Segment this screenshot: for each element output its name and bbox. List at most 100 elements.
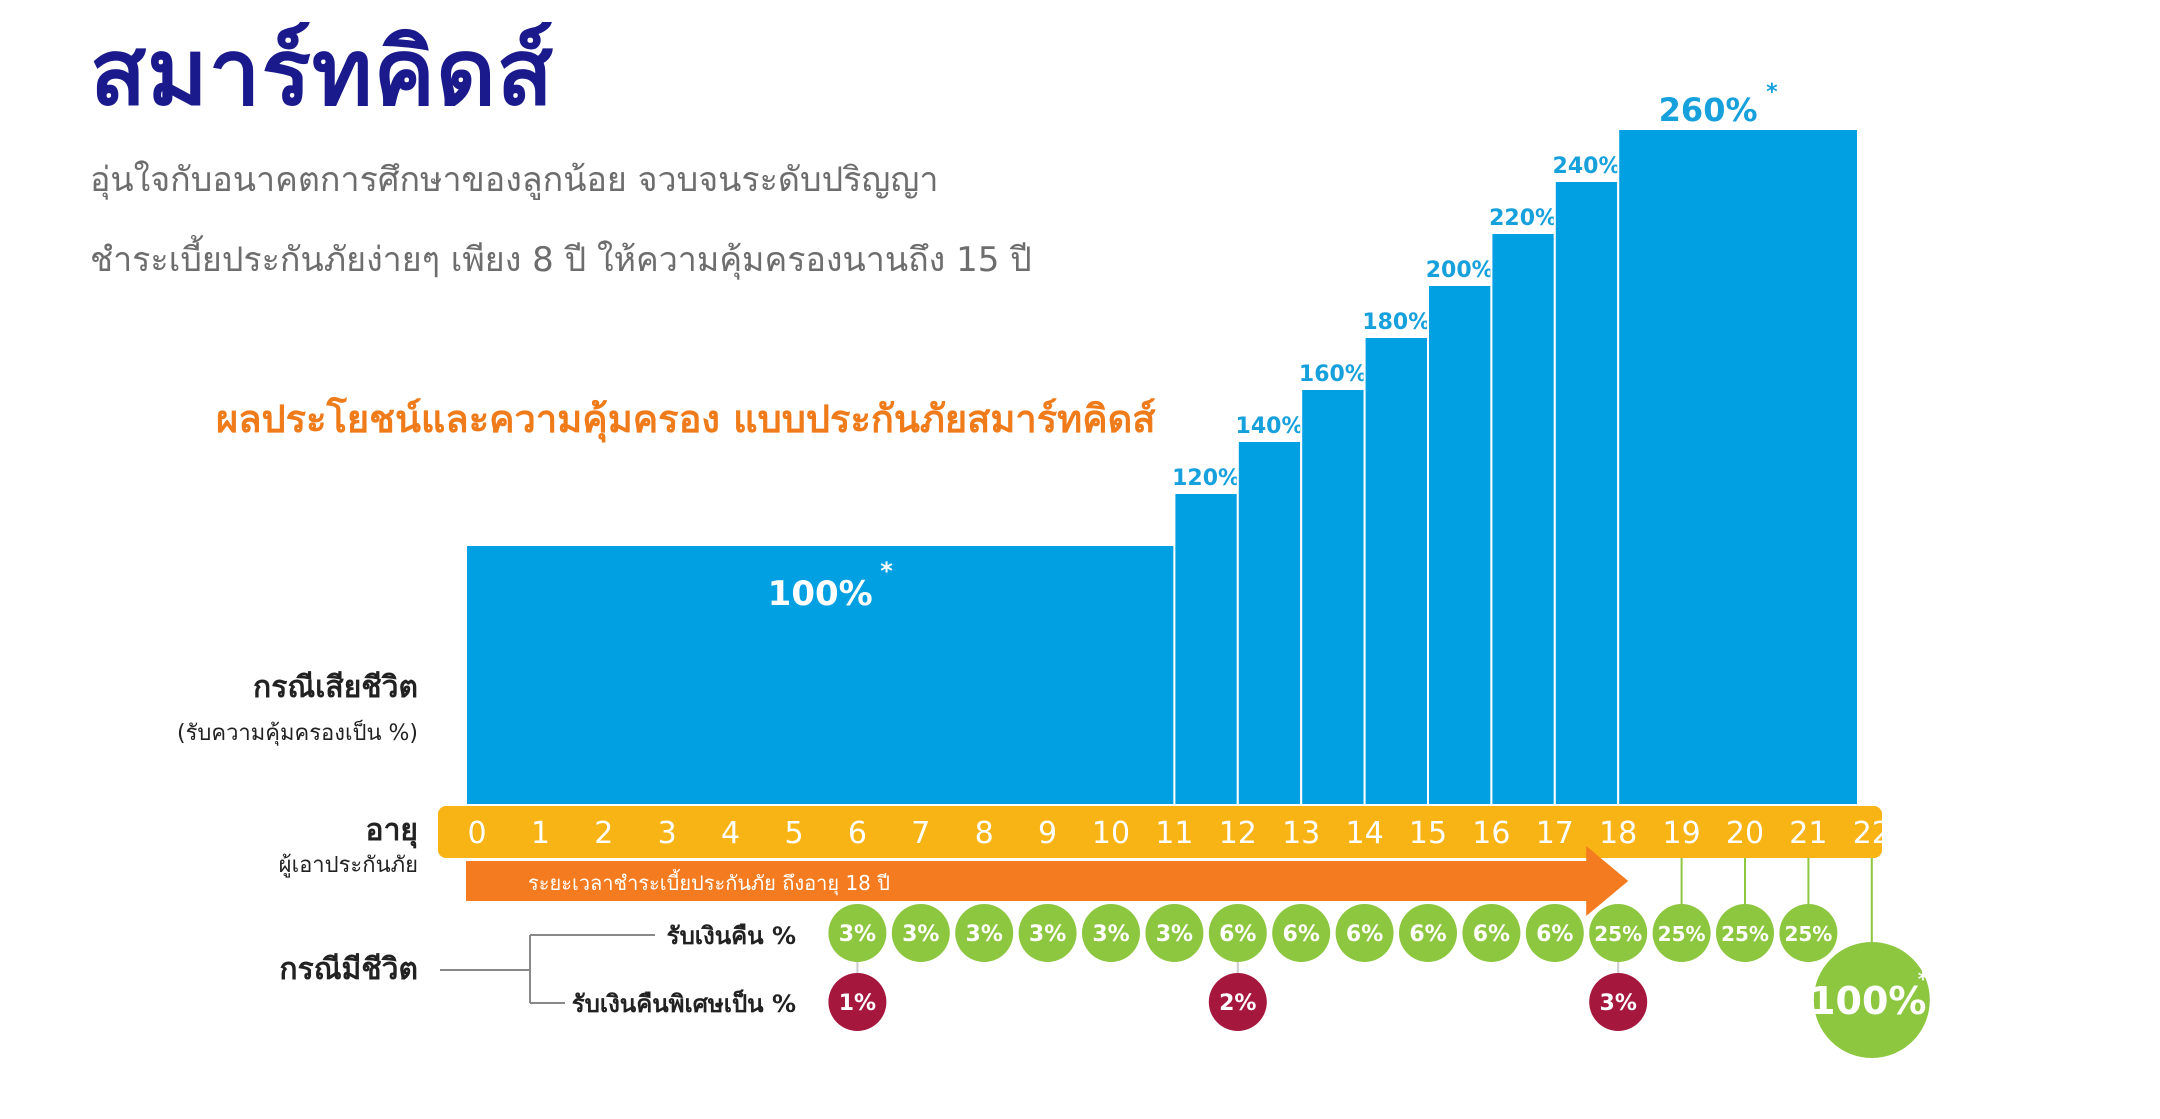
age-tick-2: 2	[594, 816, 613, 851]
cashback-circle-16	[1462, 904, 1521, 962]
cashback-value-20: 25%	[1721, 922, 1769, 946]
cashback-circle-20	[1716, 904, 1774, 962]
subtitle-premium: ชำระเบี้ยประกันภัยง่ายๆ เพียง 8 ปี ให้คว…	[90, 240, 1032, 280]
age-sublabel: ผู้เอาประกันภัย	[279, 853, 418, 878]
special-circle-18	[1589, 973, 1648, 1031]
cashback-value-19: 25%	[1658, 922, 1706, 946]
maturity-marker: **	[1918, 967, 1939, 991]
age-axis-band	[438, 806, 1882, 858]
age-tick-11: 11	[1155, 816, 1193, 851]
cashback-circle-12	[1208, 904, 1267, 962]
premium-period-arrow	[466, 846, 1629, 916]
death-bar-label-5: 200%	[1426, 258, 1494, 283]
cashback-value-16: 6%	[1473, 922, 1510, 947]
cashback-circle-7	[891, 904, 950, 962]
cashback-circle-9	[1018, 904, 1077, 962]
chart-title: ผลประโยชน์และความคุ้มครอง แบบประกันภัยสม…	[216, 397, 1156, 441]
age-tick-22: 22	[1853, 816, 1891, 851]
special-value-12: 2%	[1219, 991, 1256, 1016]
cashback-circle-11	[1145, 904, 1204, 962]
death-bar-label-1: 120%	[1172, 466, 1240, 491]
cashback-label: รับเงินคืน %	[667, 922, 796, 950]
cashback-value-8: 3%	[966, 922, 1003, 947]
death-bar-label-4: 180%	[1362, 310, 1430, 335]
special-value-6: 1%	[839, 991, 876, 1016]
age-tick-18: 18	[1599, 816, 1637, 851]
age-tick-15: 15	[1409, 816, 1447, 851]
survival-label: กรณีมีชีวิต	[279, 952, 418, 987]
death-bar-3	[1300, 388, 1366, 806]
cashback-value-21: 25%	[1784, 922, 1832, 946]
death-bar-7	[1553, 180, 1620, 806]
cashback-value-17: 6%	[1536, 922, 1573, 947]
age-label: อายุ	[366, 813, 418, 849]
age-tick-7: 7	[911, 816, 930, 851]
death-sublabel: (รับความคุ้มครองเป็น %)	[177, 718, 418, 746]
cashback-circle-15	[1399, 904, 1457, 962]
age-tick-12: 12	[1219, 816, 1257, 851]
death-bar-label-2: 140%	[1236, 414, 1304, 439]
cashback-value-11: 3%	[1156, 922, 1193, 947]
death-bar-4	[1363, 336, 1429, 806]
cashback-value-7: 3%	[902, 922, 939, 947]
death-bar-label-0: 100%	[768, 574, 873, 614]
cashback-circle-10	[1082, 904, 1140, 962]
death-bar-6	[1490, 232, 1556, 806]
cashback-circle-17	[1525, 904, 1584, 962]
age-tick-4: 4	[721, 816, 740, 851]
age-tick-0: 0	[467, 816, 486, 851]
cashback-circle-14	[1335, 904, 1394, 962]
cashback-value-18: 25%	[1594, 922, 1642, 946]
age-tick-9: 9	[1038, 816, 1057, 851]
death-bar-marker-0: *	[880, 557, 893, 585]
age-tick-5: 5	[784, 816, 803, 851]
maturity-value: 100%	[1809, 979, 1926, 1023]
age-tick-19: 19	[1663, 816, 1701, 851]
cashback-circle-21	[1779, 904, 1838, 962]
cashback-value-10: 3%	[1092, 922, 1129, 947]
survival-bracket	[440, 934, 655, 1004]
death-bar-0	[465, 544, 1176, 806]
cashback-circle-6	[828, 904, 887, 962]
age-tick-16: 16	[1472, 816, 1510, 851]
death-bar-label-7: 240%	[1553, 154, 1621, 179]
death-bar-5	[1427, 284, 1493, 806]
death-bar-2	[1236, 440, 1303, 806]
death-bar-8	[1617, 128, 1859, 806]
special-circle-6	[828, 973, 887, 1031]
cashback-circle-19	[1652, 904, 1711, 962]
premium-period-label: ระยะเวลาชำระเบี้ยประกันภัย ถึงอายุ 18 ปี	[528, 869, 890, 896]
age-tick-10: 10	[1092, 816, 1130, 851]
cashback-circle-13	[1272, 904, 1331, 962]
cashback-value-14: 6%	[1346, 922, 1383, 947]
page-title: สมาร์ทคิดส์	[90, 19, 554, 126]
death-label: กรณีเสียชีวิต	[253, 670, 418, 705]
age-tick-20: 20	[1726, 816, 1764, 851]
cashback-circle-18	[1589, 904, 1648, 962]
death-bar-label-3: 160%	[1299, 362, 1367, 387]
cashback-value-13: 6%	[1283, 922, 1320, 947]
special-value-18: 3%	[1600, 991, 1637, 1016]
death-bar-marker-8: *	[1766, 80, 1778, 105]
death-bar-1	[1173, 492, 1239, 806]
cashback-circle-8	[955, 904, 1014, 962]
age-tick-14: 14	[1346, 816, 1384, 851]
age-tick-6: 6	[848, 816, 867, 851]
age-tick-8: 8	[975, 816, 994, 851]
cashback-value-12: 6%	[1219, 922, 1256, 947]
cashback-value-9: 3%	[1029, 922, 1066, 947]
special-circle-12	[1208, 973, 1267, 1031]
age-tick-3: 3	[658, 816, 677, 851]
subtitle-education: อุ่นใจกับอนาคตการศึกษาของลูกน้อย จวบจนระ…	[90, 160, 939, 200]
age-tick-21: 21	[1789, 816, 1827, 851]
cashback-value-15: 6%	[1409, 922, 1446, 947]
special-cashback-label: รับเงินคืนพิเศษเป็น %	[572, 989, 796, 1018]
age-tick-13: 13	[1282, 816, 1320, 851]
death-bar-label-6: 220%	[1489, 206, 1557, 231]
death-bar-label-8: 260%	[1659, 91, 1758, 129]
maturity-circle	[1813, 942, 1930, 1058]
age-tick-1: 1	[531, 816, 550, 851]
cashback-value-6: 3%	[839, 922, 876, 947]
age-tick-17: 17	[1536, 816, 1574, 851]
